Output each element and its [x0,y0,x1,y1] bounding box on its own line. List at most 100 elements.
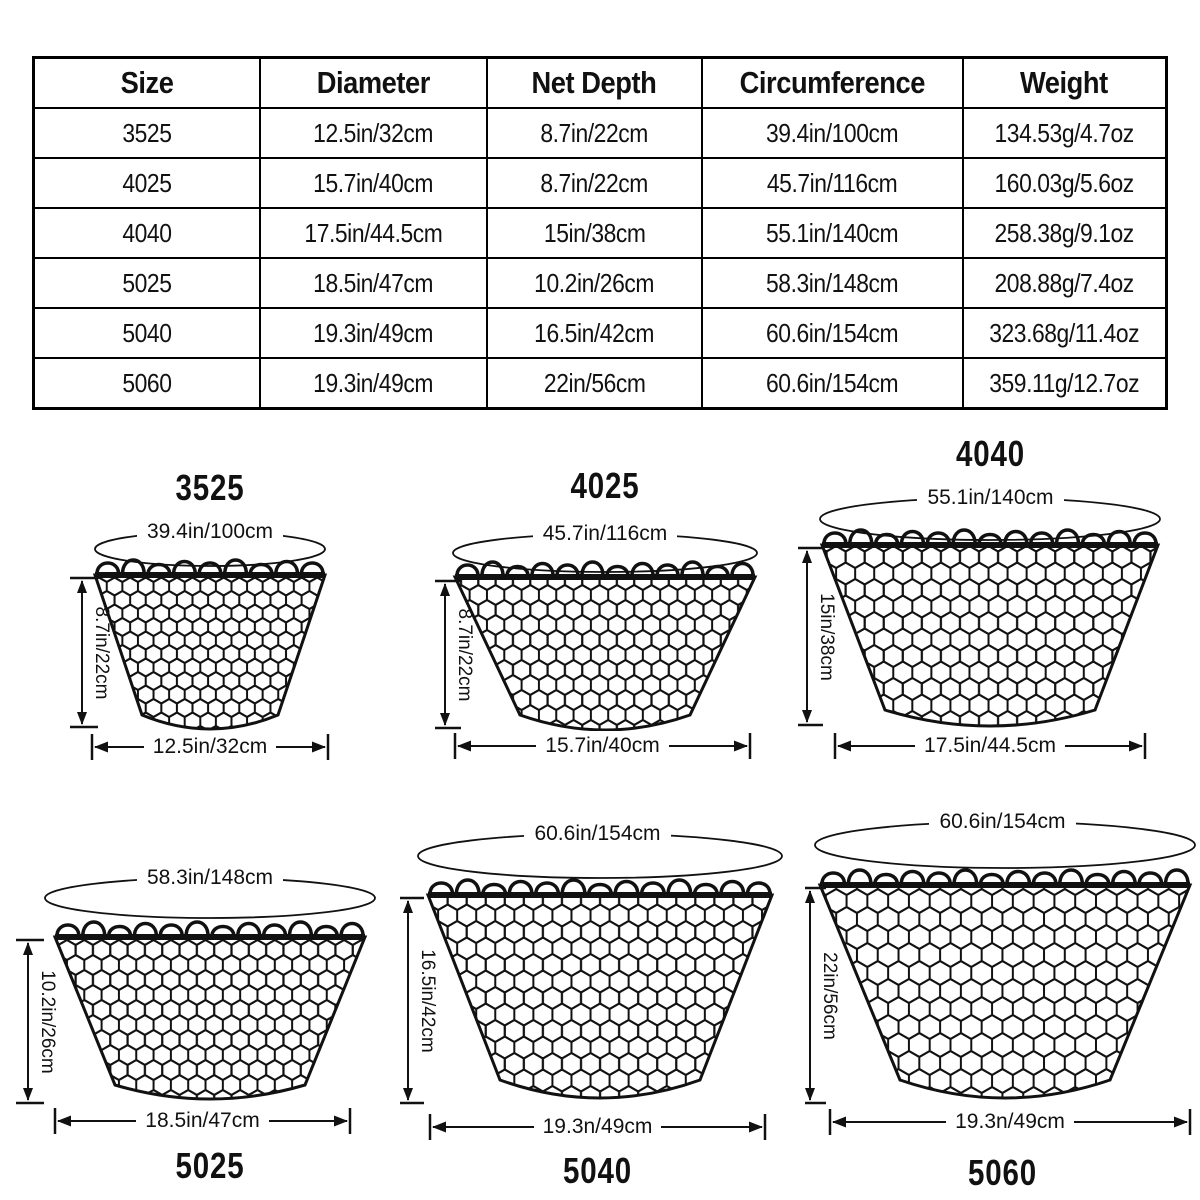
table-cell: 258.38g/9.1oz [961,207,1168,259]
net-diagram-4040: 4040 55.1in/140cm 15in/38cm 17.5in/44.5c… [798,425,1183,760]
table-cell: 60.6in/154cm [700,307,964,359]
table-cell: 12.5in/32cm [259,107,488,159]
circumference-label: 39.4in/100cm [60,519,360,545]
table-cell-text: 18.5in/47cm [313,267,434,298]
table-cell-text: 10.2in/26cm [534,267,655,298]
table-row: 4025 15.7in/40cm 8.7in/22cm 45.7in/116cm 160… [32,157,1168,209]
depth-label: 8.7in/22cm [454,608,475,701]
table-cell-text: 323.68g/11.4oz [989,317,1140,348]
table-cell-text: 17.5in/44.5cm [304,217,443,248]
table-cell: 10.2in/26cm [485,257,703,309]
column-header-text: Weight [1020,65,1109,100]
size-label: 4040 [956,433,1025,474]
table-cell: 55.1in/140cm [700,207,964,259]
net-illustration [805,821,1196,1135]
table-cell-text: 19.3in/49cm [313,317,434,348]
column-header-text: Diameter [316,65,431,100]
table-cell-text: 22in/56cm [543,367,646,398]
net-diagram-4025: 4025 45.7in/116cm 8.7in/22cm 15.7in/40cm [435,460,775,760]
table-row: 3525 12.5in/32cm 8.7in/22cm 39.4in/100cm 134… [32,107,1168,159]
depth-label: 16.5in/42cm [417,948,438,1053]
table-cell-text: 5025 [122,267,172,298]
depth-label: 10.2in/26cm [37,969,58,1074]
net-illustration [798,497,1161,759]
table-cell-text: 45.7in/116cm [767,167,898,198]
column-header-text: Net Depth [531,65,657,100]
table-cell: 359.11g/12.7oz [961,357,1168,410]
table-cell-text: 258.38g/9.1oz [994,217,1135,248]
column-header-size: Size [32,56,262,109]
diameter-label: 19.3n/49cm [430,1112,765,1141]
table-cell-text: 55.1in/140cm [766,217,899,248]
column-header-text: Size [120,65,174,100]
circumference-label: 55.1in/140cm [798,485,1183,511]
diameter-label: 17.5in/44.5cm [835,731,1145,760]
table-cell: 58.3in/148cm [700,257,964,309]
column-header-diameter: Diameter [259,56,488,109]
net-illustration [70,531,330,760]
table-cell-text: 8.7in/22cm [540,167,649,198]
size-label: 5040 [563,1150,632,1191]
net-diagram-3525: 3525 39.4in/100cm 8.7in/22cm 12.5in/32cm [60,465,360,765]
table-cell-text: 359.11g/12.7oz [989,367,1140,398]
table-cell: 323.68g/11.4oz [961,307,1168,359]
table-cell-text: 4025 [122,167,172,198]
table-cell: 4040 [32,207,262,259]
table-cell: 5040 [32,307,262,359]
table-cell-text: 60.6in/154cm [766,317,899,348]
net-illustration [400,833,783,1140]
column-header-text: Circumference [739,65,926,100]
table-cell: 17.5in/44.5cm [259,207,488,259]
table-cell-text: 8.7in/22cm [540,117,649,148]
header-row: Size Diameter Net Depth Circumference Weight [32,56,1168,109]
column-header-circumference: Circumference [700,56,964,109]
circumference-label: 60.6in/154cm [400,821,795,847]
table-cell: 16.5in/42cm [485,307,703,359]
table-cell: 15.7in/40cm [259,157,488,209]
circumference-label: 60.6in/154cm [805,809,1200,835]
table-cell: 19.3in/49cm [259,357,488,410]
net-diagram-5060: 5060 60.6in/154cm 22in/56cm 19.3n/49cm [805,775,1200,1193]
diameter-label: 12.5in/32cm [92,732,328,761]
column-header-net-depth: Net Depth [485,56,703,109]
size-label: 5025 [175,1145,245,1186]
table-cell-text: 15.7in/40cm [313,167,434,198]
table-cell-text: 3525 [122,117,172,148]
table-cell: 5060 [32,357,262,410]
net-illustration [435,533,758,759]
table-row: 5025 18.5in/47cm 10.2in/26cm 58.3in/148cm 20… [32,257,1168,309]
table-cell-text: 160.03g/5.6oz [994,167,1135,198]
table-cell-text: 15in/38cm [543,217,646,248]
table-row: 4040 17.5in/44.5cm 15in/38cm 55.1in/140cm 25… [32,207,1168,259]
depth-label: 15in/38cm [816,592,837,681]
table-cell-text: 60.6in/154cm [766,367,899,398]
net-illustration [16,877,376,1134]
table-cell-text: 12.5in/32cm [313,117,434,148]
size-chart-table: Size Diameter Net Depth Circumference Weight… [32,56,1168,410]
table-cell-text: 19.3in/49cm [313,367,434,398]
net-diagram-5025: 5025 58.3in/148cm 10.2in/26cm 18.5in/47c… [15,860,405,1190]
diameter-label: 15.7in/40cm [455,731,750,760]
depth-label: 22in/56cm [819,951,840,1040]
circumference-label: 58.3in/148cm [15,865,405,891]
size-label: 4025 [570,465,640,506]
table-cell-text: 208.88g/7.4oz [994,267,1135,298]
table-cell: 8.7in/22cm [485,157,703,209]
diameter-label: 18.5in/47cm [55,1106,350,1135]
table-cell: 160.03g/5.6oz [961,157,1168,209]
table-row: 5040 19.3in/49cm 16.5in/42cm 60.6in/154cm 32… [32,307,1168,359]
table-cell: 19.3in/49cm [259,307,488,359]
table-cell-text: 58.3in/148cm [766,267,899,298]
table-cell-text: 5040 [122,317,172,348]
size-label: 5060 [968,1152,1037,1193]
table-cell-text: 4040 [122,217,172,248]
table-cell: 39.4in/100cm [700,107,964,159]
table-cell-text: 134.53g/4.7oz [994,117,1135,148]
table-cell: 134.53g/4.7oz [961,107,1168,159]
table-cell: 45.7in/116cm [700,157,964,209]
table-cell-text: 39.4in/100cm [766,117,899,148]
table-cell: 3525 [32,107,262,159]
table-row: 5060 19.3in/49cm 22in/56cm 60.6in/154cm 359.… [32,357,1168,410]
table-cell: 22in/56cm [485,357,703,410]
